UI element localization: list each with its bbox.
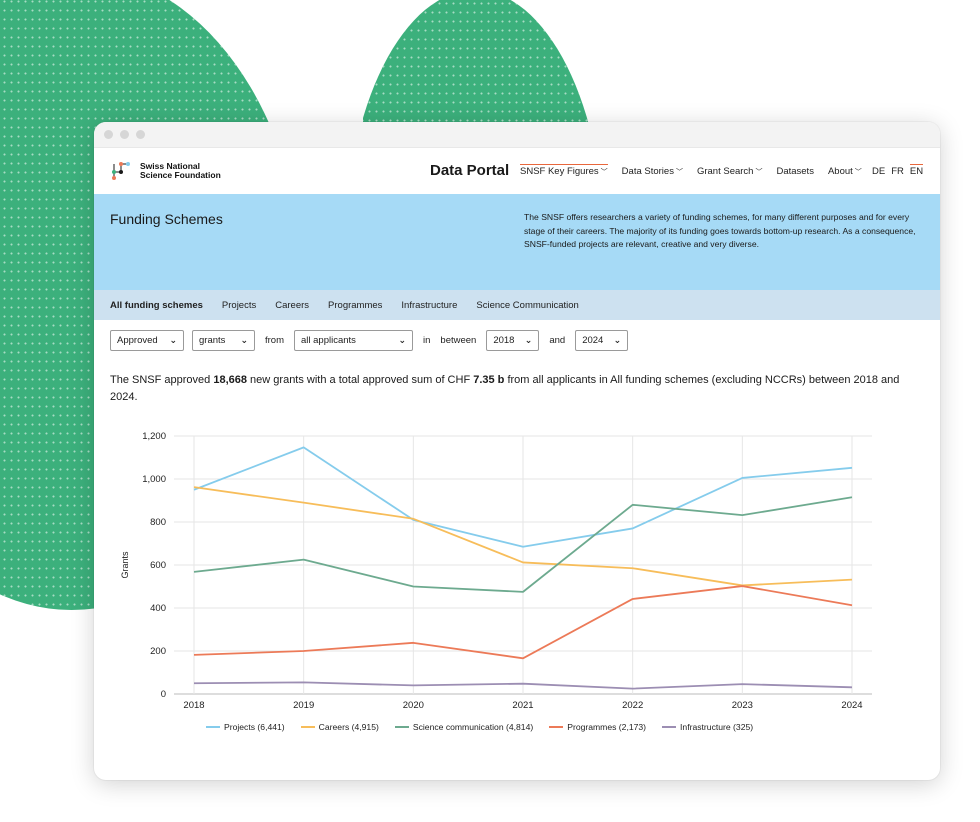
filter-bar: Approved ⌄ grants ⌄ from all applicants ⌄ i… [110,330,629,351]
window-minimize-dot[interactable] [120,130,129,139]
org-name: Swiss National Science Foundation [140,161,221,180]
snsf-logo[interactable]: Swiss National Science Foundation [110,160,221,182]
legend-label: Infrastructure (325) [680,722,754,732]
chevron-down-icon: ﹀ [675,168,683,176]
series-line-infrastructure [193,681,853,690]
browser-window: Swiss National Science Foundation Data P… [94,122,940,780]
nav-item-key-figures[interactable]: SNSF Key Figures ﹀ [520,164,608,177]
window-maximize-dot[interactable] [136,130,145,139]
nav-item-grant-search[interactable]: Grant Search ﹀ [696,166,763,177]
legend-label: Science communication (4,814) [412,722,534,732]
y-axis-label: Grants [120,551,130,579]
language-switcher: DE FR EN [872,164,924,177]
hero-description: The SNSF offers researchers a variety of… [524,212,916,249]
legend-swatch [662,726,677,728]
lang-fr[interactable]: FR [891,166,904,177]
page-title: Funding Schemes [110,211,223,227]
tab-programmes[interactable]: Programmes [328,299,383,311]
portal-title[interactable]: Data Portal [430,162,510,179]
chevron-down-icon: ⌄ [240,335,248,345]
site-header: Swiss National Science Foundation Data P… [94,148,940,194]
window-titlebar [94,122,940,148]
from-label: from [265,335,284,346]
tab-careers[interactable]: Careers [275,299,310,311]
y-tick-label: 800 [150,517,166,528]
legend-item-science_communication[interactable]: Science communication (4,814) [394,722,534,732]
and-label: and [549,335,566,346]
chevron-down-icon: ⌄ [613,335,622,345]
legend-item-projects[interactable]: Projects (6,441) [206,722,285,732]
tab-science-communication[interactable]: Science Communication [476,299,579,311]
y-tick-label: 400 [150,603,166,614]
main-nav: SNSF Key Figures ﹀ Data Stories ﹀ Grant Se… [520,164,862,177]
nav-item-datasets[interactable]: Datasets [776,166,814,177]
nav-item-about[interactable]: About ﹀ [827,166,862,177]
legend-swatch [394,726,409,728]
summary-text: The SNSF approved 18,668 new grants with… [110,374,900,403]
legend-swatch [549,726,564,728]
chevron-down-icon: ﹀ [854,168,862,176]
tab-all-funding-schemes[interactable]: All funding schemes [110,299,203,311]
chevron-down-icon: ⌄ [398,335,406,345]
legend-item-careers[interactable]: Careers (4,915) [300,722,379,732]
y-tick-label: 1,000 [142,474,166,485]
snsf-logo-icon [112,162,130,180]
legend-item-programmes[interactable]: Programmes (2,173) [549,722,646,732]
total-sum: 7.35 b [473,374,505,386]
legend-item-infrastructure[interactable]: Infrastructure (325) [662,722,753,732]
x-tick-label: 2021 [512,700,533,711]
applicants-select[interactable]: all applicants ⌄ [294,330,413,351]
legend-swatch [300,726,315,728]
y-tick-label: 1,200 [142,431,166,442]
chart-legend: Projects (6,441) Careers (4,915) Science c… [206,722,753,732]
y-tick-label: 600 [150,560,166,571]
chevron-down-icon: ﹀ [600,168,608,176]
x-tick-label: 2019 [293,700,314,711]
chevron-down-icon: ﹀ [755,168,763,176]
legend-label: Careers (4,915) [318,722,379,732]
funding-tabs: All funding schemes Projects Careers Pro… [94,290,940,320]
chevron-down-icon: ⌄ [524,335,533,345]
tab-infrastructure[interactable]: Infrastructure [401,299,458,311]
series-line-programmes [193,585,853,660]
x-tick-label: 2023 [732,700,753,711]
tab-projects[interactable]: Projects [221,299,257,311]
x-tick-label: 2020 [403,700,424,711]
y-tick-label: 0 [161,689,166,700]
chevron-down-icon: ⌄ [169,335,177,345]
grants-count: 18,668 [213,374,247,386]
in-label: in [423,335,431,346]
series-line-science_communication [193,496,853,593]
grants-line-chart: 0 200 400 600 800 1,000 1,200 2018 2019 2020 2021 2… [120,431,872,711]
nav-item-data-stories[interactable]: Data Stories ﹀ [621,166,683,177]
window-close-dot[interactable] [104,130,113,139]
hero-banner: Funding Schemes The SNSF offers research… [94,194,940,290]
between-label: between [440,335,477,346]
x-tick-label: 2018 [183,700,204,711]
year-end-select[interactable]: 2024 ⌄ [575,330,629,351]
y-tick-label: 200 [150,646,166,657]
year-start-select[interactable]: 2018 ⌄ [486,330,540,351]
legend-swatch [206,726,220,728]
lang-de[interactable]: DE [872,166,886,177]
legend-label: Projects (6,441) [224,722,285,732]
measure-select[interactable]: grants ⌄ [192,330,255,351]
lang-en[interactable]: EN [909,164,924,177]
legend-label: Programmes (2,173) [567,722,647,732]
x-tick-label: 2022 [622,700,643,711]
series-line-projects [193,446,853,548]
status-select[interactable]: Approved ⌄ [110,330,184,351]
x-tick-label: 2024 [841,700,862,711]
